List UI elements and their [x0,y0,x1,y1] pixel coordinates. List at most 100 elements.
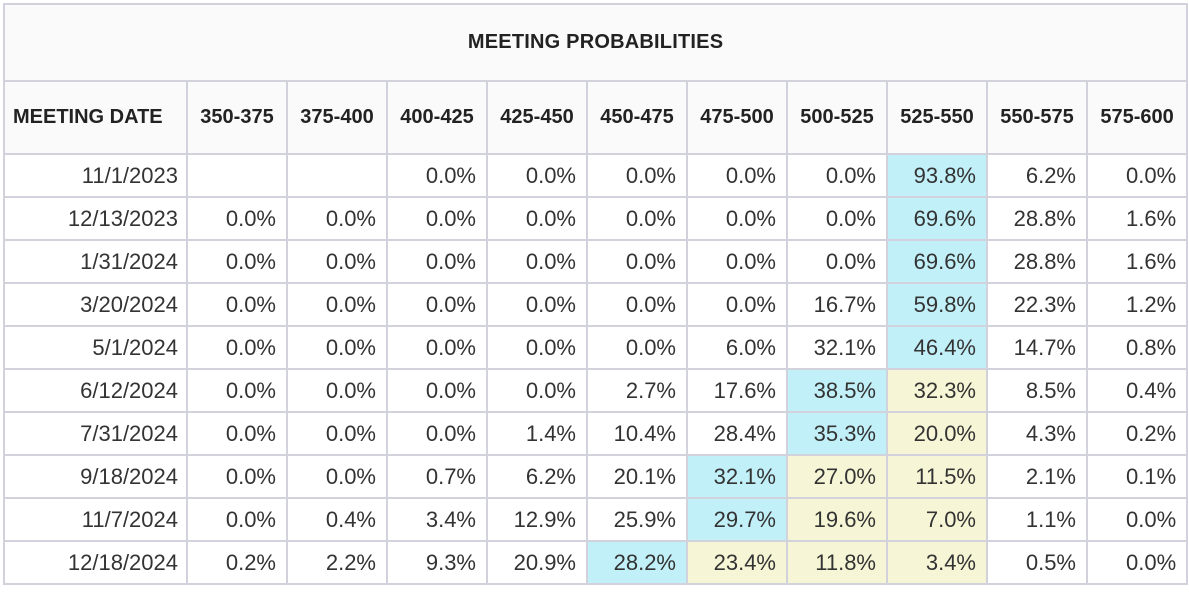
probability-cell: 0.0% [386,325,488,370]
probability-cell: 1.1% [986,497,1088,542]
probability-cell: 4.3% [986,411,1088,456]
table-title: MEETING PROBABILITIES [2,3,1189,82]
probability-cell: 1.2% [1085,282,1189,327]
probability-cell: 0.0% [286,454,388,499]
table-row: 6/12/2024 0.0% 0.0% 0.0% 0.0% 2.7% 17.6% 38.5% 3… [3,368,1189,413]
table-row: 12/13/2023 0.0% 0.0% 0.0% 0.0% 0.0% 0.0% 0.0% 69… [3,196,1189,241]
probability-cell: 0.0% [786,153,888,198]
probability-cell: 0.0% [486,153,588,198]
probability-cell: 93.8% [886,153,988,198]
probability-cell: 0.2% [1085,411,1189,456]
meeting-probabilities-table: MEETING PROBABILITIES MEETING DATE 350-37… [2,3,1189,585]
column-header-525-550: 525-550 [886,80,988,155]
probability-cell: 0.0% [386,368,488,413]
probability-cell: 14.7% [986,325,1088,370]
table-row: 5/1/2024 0.0% 0.0% 0.0% 0.0% 0.0% 6.0% 32.1% 46.… [3,325,1189,370]
probability-cell: 11.5% [886,454,988,499]
probability-cell: 0.0% [586,325,688,370]
probability-cell: 0.0% [286,196,388,241]
probability-cell: 22.3% [986,282,1088,327]
table-row: 3/20/2024 0.0% 0.0% 0.0% 0.0% 0.0% 0.0% 16.7% 59… [3,282,1189,327]
probability-cell: 0.0% [686,282,788,327]
meeting-date-cell: 12/18/2024 [3,540,188,585]
probability-cell: 1.6% [1085,239,1189,284]
column-header-500-525: 500-525 [786,80,888,155]
probability-cell: 6.2% [986,153,1088,198]
probability-cell: 0.0% [686,153,788,198]
probability-cell: 0.2% [186,540,288,585]
probability-cell: 0.7% [386,454,488,499]
probability-cell: 1.4% [486,411,588,456]
meeting-date-cell: 12/13/2023 [3,196,188,241]
probability-cell: 0.0% [286,368,388,413]
probability-cell: 0.5% [986,540,1088,585]
column-header-475-500: 475-500 [686,80,788,155]
column-header-450-475: 450-475 [586,80,688,155]
probability-cell: 0.0% [186,325,288,370]
probability-cell: 2.1% [986,454,1088,499]
meeting-date-cell: 11/1/2023 [3,153,188,198]
probability-cell: 10.4% [586,411,688,456]
probability-cell: 0.0% [286,325,388,370]
probability-cell: 0.0% [386,153,488,198]
probability-cell: 0.0% [286,239,388,284]
meeting-date-cell: 11/7/2024 [3,497,188,542]
probability-cell: 0.0% [586,282,688,327]
probability-cell: 0.0% [686,196,788,241]
probability-cell: 3.4% [386,497,488,542]
probability-cell: 7.0% [886,497,988,542]
probability-cell: 0.0% [486,368,588,413]
probability-cell: 0.0% [1085,540,1189,585]
column-header-meeting-date: MEETING DATE [3,80,188,155]
column-header-575-600: 575-600 [1085,80,1189,155]
probability-cell: 69.6% [886,196,988,241]
probability-cell: 0.1% [1085,454,1189,499]
probability-cell: 0.0% [186,239,288,284]
probability-cell: 23.4% [686,540,788,585]
probability-cell: 0.0% [286,411,388,456]
probability-cell: 0.0% [386,239,488,284]
meeting-date-cell: 6/12/2024 [3,368,188,413]
probability-cell: 6.0% [686,325,788,370]
probability-cell [286,153,388,198]
probability-cell: 0.0% [786,239,888,284]
table-row: 12/18/2024 0.2% 2.2% 9.3% 20.9% 28.2% 23.4% 11.… [3,540,1189,585]
column-header-400-425: 400-425 [386,80,488,155]
probability-cell: 27.0% [786,454,888,499]
probability-cell: 0.0% [586,196,688,241]
column-header-550-575: 550-575 [986,80,1088,155]
header-row: MEETING DATE 350-375 375-400 400-425 425-450… [3,80,1189,155]
probability-cell: 3.4% [886,540,988,585]
probability-cell: 0.0% [286,282,388,327]
probability-cell: 28.4% [686,411,788,456]
meeting-date-cell: 5/1/2024 [3,325,188,370]
probability-cell: 0.0% [386,196,488,241]
probability-cell: 0.0% [386,282,488,327]
probability-cell: 9.3% [386,540,488,585]
probability-cell: 0.0% [186,454,288,499]
probability-cell: 69.6% [886,239,988,284]
probability-cell: 20.9% [486,540,588,585]
probability-cell: 0.4% [286,497,388,542]
probability-cell: 0.0% [186,497,288,542]
probability-cell: 38.5% [786,368,888,413]
probability-cell: 28.2% [586,540,688,585]
probability-cell: 0.0% [486,282,588,327]
probability-cell: 35.3% [786,411,888,456]
probability-cell: 12.9% [486,497,588,542]
probability-cell: 0.0% [786,196,888,241]
probability-cell: 0.4% [1085,368,1189,413]
column-header-425-450: 425-450 [486,80,588,155]
probability-cell: 16.7% [786,282,888,327]
probability-cell: 0.0% [1085,153,1189,198]
probability-cell: 0.0% [486,239,588,284]
probability-cell: 17.6% [686,368,788,413]
probability-cell: 0.0% [486,325,588,370]
probability-cell: 6.2% [486,454,588,499]
meeting-date-cell: 3/20/2024 [3,282,188,327]
probability-cell: 2.2% [286,540,388,585]
probability-cell: 32.3% [886,368,988,413]
meeting-date-cell: 9/18/2024 [3,454,188,499]
probability-cell: 0.0% [186,411,288,456]
probability-cell: 32.1% [786,325,888,370]
